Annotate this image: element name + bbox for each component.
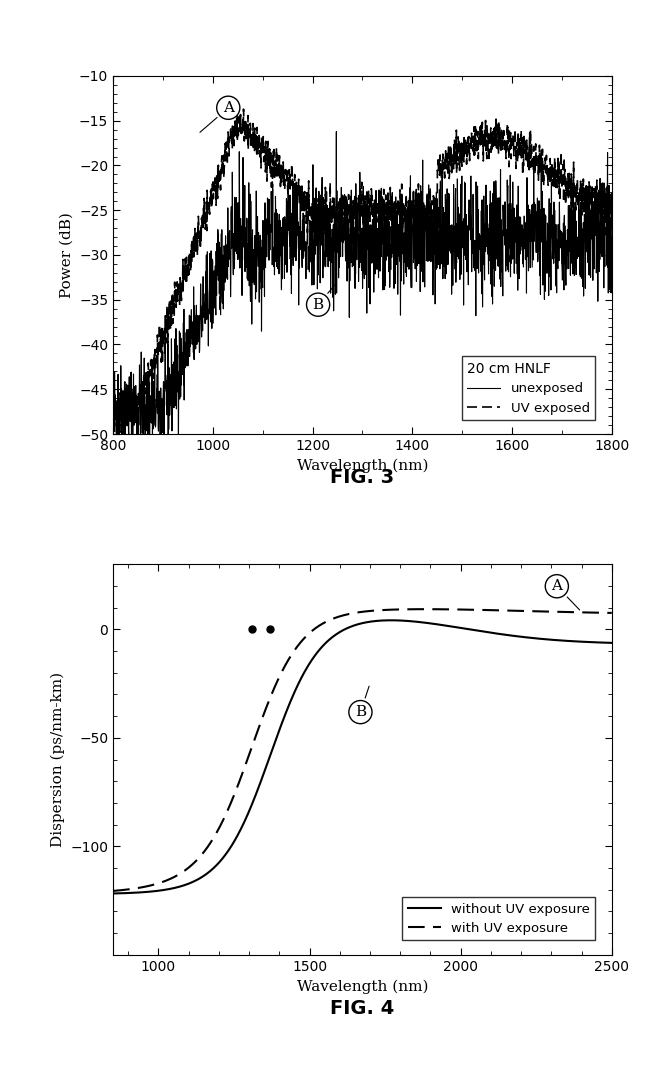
Text: A: A xyxy=(551,579,580,610)
Legend: unexposed, UV exposed: unexposed, UV exposed xyxy=(462,357,595,420)
without UV exposure xyxy=(160,883,168,896)
without UV exposure xyxy=(109,886,117,899)
with UV exposure xyxy=(329,612,336,625)
with UV exposure xyxy=(608,607,616,620)
unexposed xyxy=(128,459,136,472)
UV exposed xyxy=(239,103,247,116)
with UV exposure xyxy=(109,884,117,897)
Legend: without UV exposure, with UV exposure: without UV exposure, with UV exposure xyxy=(402,897,595,941)
unexposed xyxy=(594,246,602,259)
UV exposed xyxy=(608,214,616,227)
UV exposed xyxy=(109,408,117,421)
unexposed xyxy=(352,206,360,219)
without UV exposure xyxy=(311,649,319,662)
with UV exposure xyxy=(452,603,460,616)
Text: B: B xyxy=(355,686,369,719)
Line: with UV exposure: with UV exposure xyxy=(113,609,612,891)
UV exposed xyxy=(339,201,347,214)
with UV exposure xyxy=(507,604,515,617)
Text: FIG. 3: FIG. 3 xyxy=(331,468,394,487)
UV exposed xyxy=(594,194,602,207)
unexposed xyxy=(109,390,117,403)
with UV exposure xyxy=(160,875,168,888)
without UV exposure xyxy=(499,628,507,641)
UV exposed xyxy=(135,391,143,404)
Text: FIG. 4: FIG. 4 xyxy=(331,999,394,1019)
without UV exposure xyxy=(507,629,515,642)
unexposed xyxy=(608,221,616,234)
UV exposed xyxy=(352,217,360,230)
without UV exposure xyxy=(608,637,616,650)
without UV exposure xyxy=(452,621,460,634)
unexposed xyxy=(502,253,510,266)
UV exposed xyxy=(117,426,125,439)
unexposed xyxy=(135,419,143,432)
with UV exposure xyxy=(311,623,319,636)
Line: UV exposed: UV exposed xyxy=(113,110,612,433)
Y-axis label: Power (dB): Power (dB) xyxy=(59,212,73,298)
without UV exposure xyxy=(386,614,394,627)
UV exposed xyxy=(502,141,510,154)
unexposed xyxy=(594,295,602,308)
with UV exposure xyxy=(420,602,428,615)
unexposed xyxy=(339,210,347,224)
X-axis label: Wavelength (nm): Wavelength (nm) xyxy=(297,459,428,473)
X-axis label: Wavelength (nm): Wavelength (nm) xyxy=(297,980,428,994)
without UV exposure xyxy=(329,630,336,643)
with UV exposure xyxy=(499,604,507,617)
UV exposed xyxy=(594,208,602,221)
Line: unexposed: unexposed xyxy=(113,131,612,465)
Text: A: A xyxy=(200,101,234,132)
Text: B: B xyxy=(313,284,336,311)
Y-axis label: Dispersion (ps/nm-km): Dispersion (ps/nm-km) xyxy=(51,672,65,847)
unexposed xyxy=(332,125,340,138)
Line: without UV exposure: without UV exposure xyxy=(113,621,612,893)
